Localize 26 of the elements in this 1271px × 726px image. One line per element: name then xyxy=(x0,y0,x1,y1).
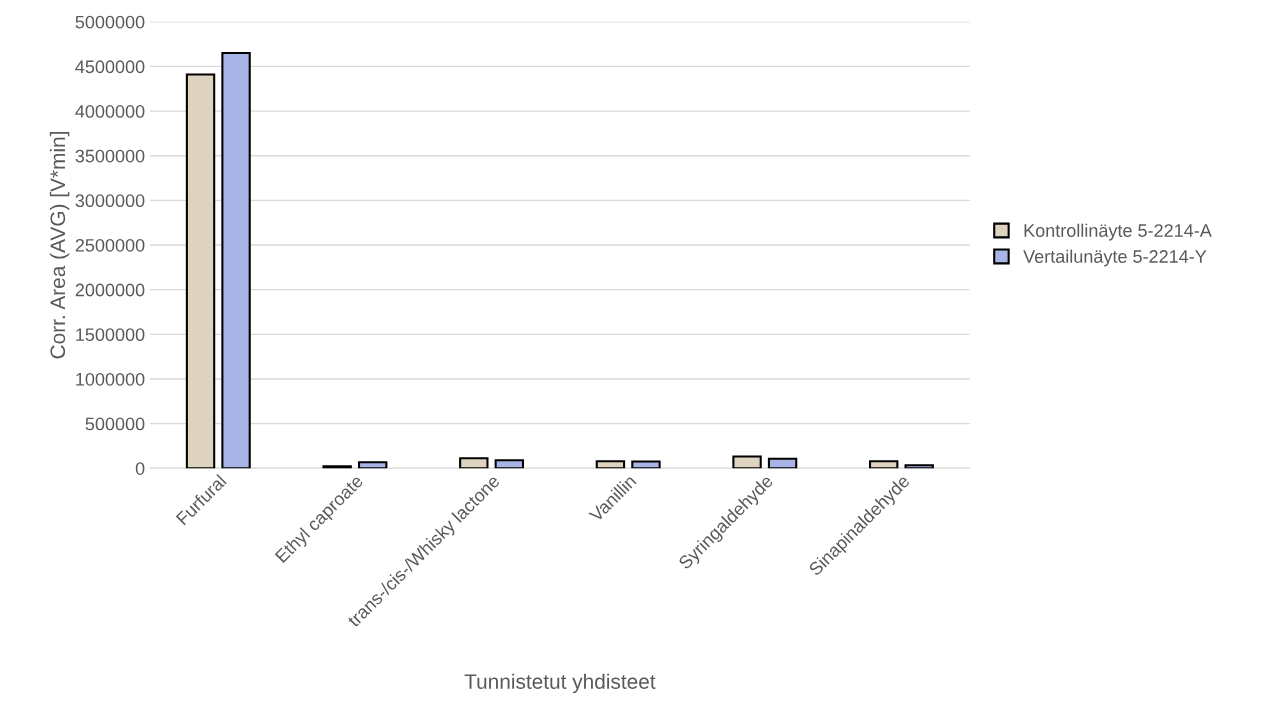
y-tick-label: 1000000 xyxy=(76,372,145,386)
y-tick-label: 3000000 xyxy=(75,194,145,208)
legend-label: Kontrollinäyte 5-2214-A xyxy=(1024,223,1212,241)
y-tick-label: 500000 xyxy=(85,417,145,431)
bar xyxy=(185,73,216,469)
bar xyxy=(631,460,661,469)
legend-label: Vertailunäyte 5-2214-Y xyxy=(1023,249,1207,267)
y-tick-label: 3500000 xyxy=(75,149,145,163)
bar xyxy=(357,461,388,469)
bar xyxy=(904,464,934,469)
y-tick-label: 4000000 xyxy=(75,105,145,118)
bar xyxy=(732,455,762,469)
bar xyxy=(221,51,251,469)
y-tick-label: 2000000 xyxy=(75,283,145,297)
y-axis-title: Corr. Area (AVG) [V*min] xyxy=(49,132,70,359)
y-tick-label: 5000000 xyxy=(75,15,145,29)
y-tick-label: 0 xyxy=(135,462,145,475)
x-axis-title: Tunnistetut yhdisteet xyxy=(464,673,656,694)
y-tick-label: 2500000 xyxy=(75,238,145,252)
bar xyxy=(494,459,525,469)
bar xyxy=(459,457,489,469)
y-tick-label: 4500000 xyxy=(75,60,145,74)
y-tick-label: 1500000 xyxy=(76,328,145,342)
bar xyxy=(868,460,899,469)
bar xyxy=(595,460,626,469)
bar xyxy=(767,457,798,469)
